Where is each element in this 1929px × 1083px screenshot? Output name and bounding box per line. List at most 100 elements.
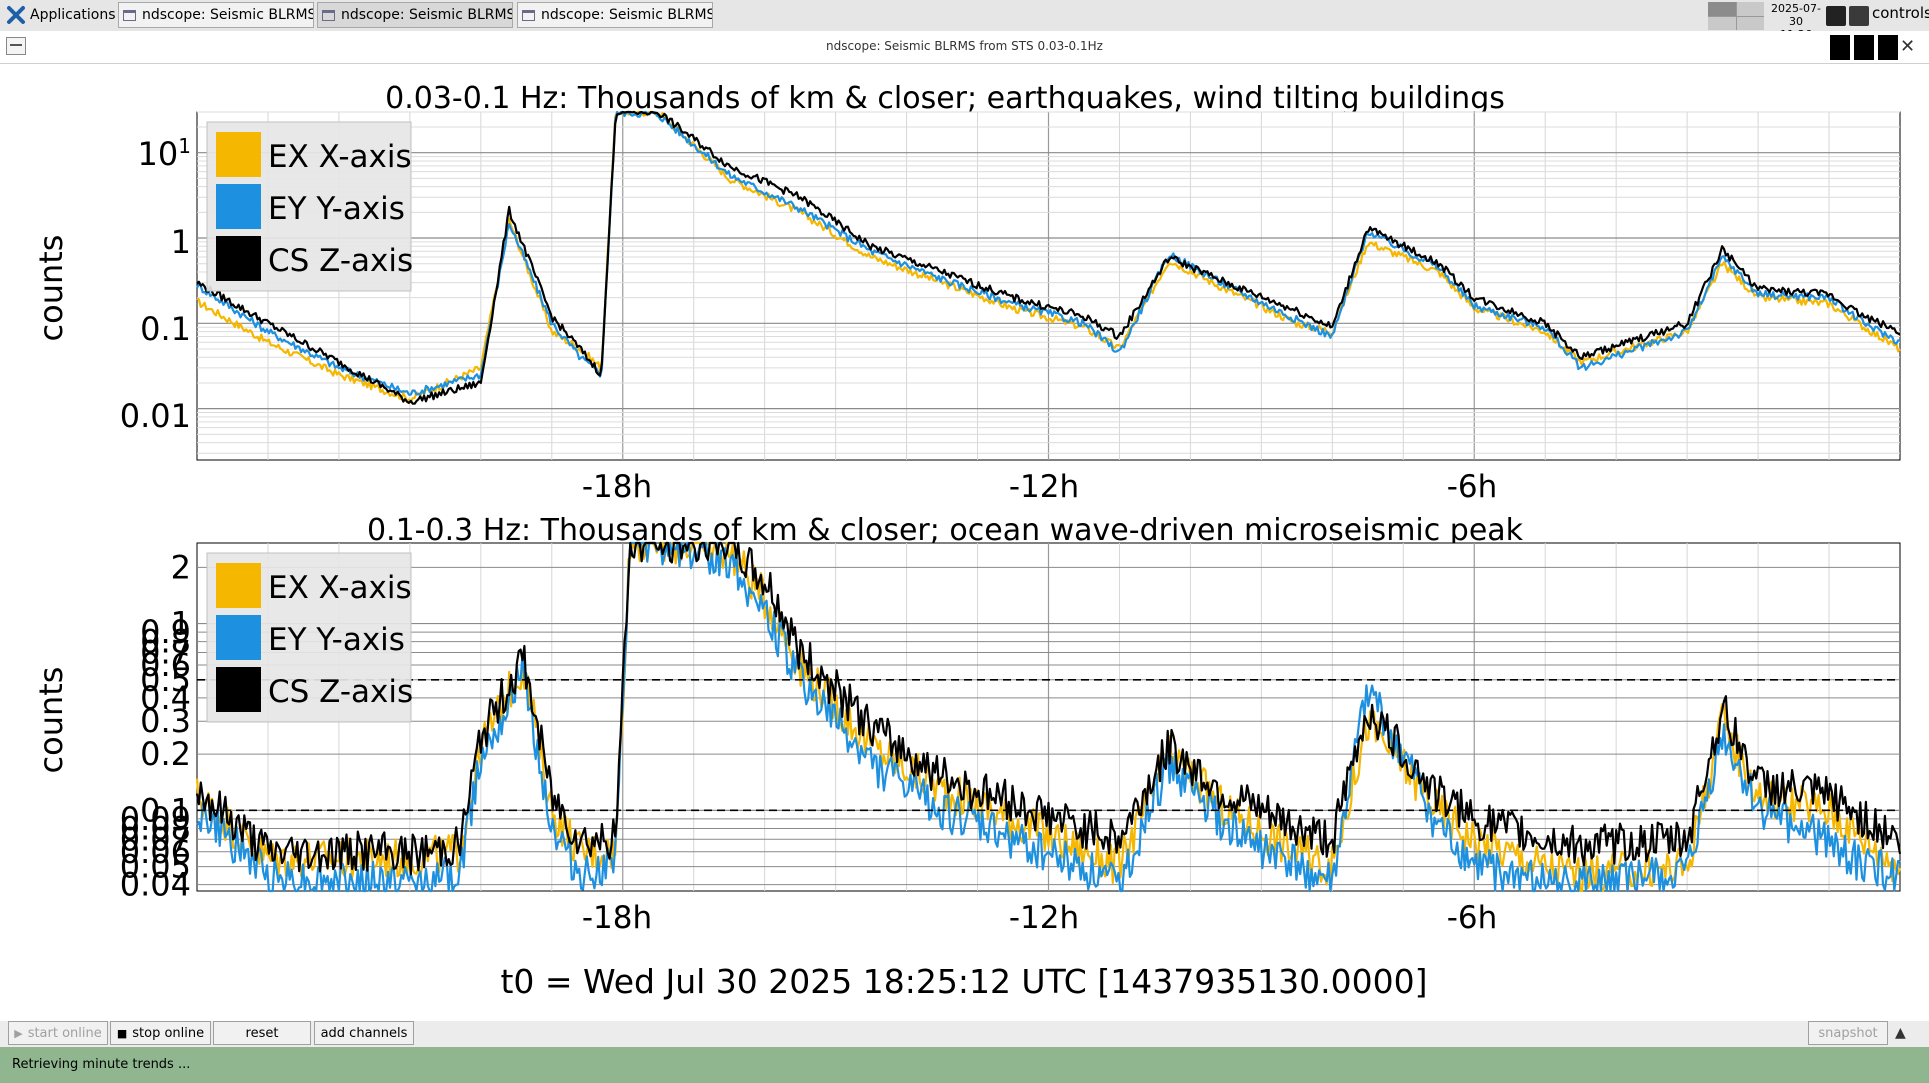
- reset-label: reset: [245, 1025, 279, 1041]
- clock-date: 2025-07-30: [1771, 2, 1821, 28]
- window-icon: [522, 9, 535, 21]
- status-text: Retrieving minute trends ...: [12, 1057, 191, 1072]
- legend-cs-label: CS Z-axis: [268, 243, 413, 279]
- ytick-label: 0.05: [120, 848, 191, 886]
- snapshot-button[interactable]: snapshot: [1808, 1021, 1888, 1045]
- taskbar-window-1[interactable]: ndscope: Seismic BLRMS f...: [118, 2, 314, 28]
- stop-online-label: stop online: [132, 1025, 205, 1041]
- plots-canvas[interactable]: 0.03-0.1 Hz: Thousands of km & closer; e…: [0, 63, 1929, 1021]
- user-avatar-icon[interactable]: [1849, 6, 1869, 26]
- plot-1-yticks: 101 1 0.1 0.01: [120, 134, 191, 435]
- ytick-label: 0.08: [120, 809, 191, 847]
- network-icon[interactable]: [1826, 6, 1846, 26]
- ytick-label: 1: [171, 605, 191, 643]
- ytick-exponent: 1: [178, 134, 191, 158]
- snapshot-label: snapshot: [1818, 1025, 1878, 1041]
- xtick-label: -18h: [582, 469, 652, 505]
- applications-menu[interactable]: Applications ⋮: [2, 2, 137, 28]
- ytick-label: 0.2: [140, 735, 191, 773]
- stop-icon: ■: [116, 1026, 128, 1040]
- series-line-ey-y-axis: [195, 110, 1901, 396]
- t0-label: t0 = Wed Jul 30 2025 18:25:12 UTC [14379…: [500, 962, 1427, 1001]
- window-titlebar: ndscope: Seismic BLRMS from STS 0.03-0.1…: [0, 31, 1929, 64]
- plot-2-legend[interactable]: EX X-axis EY Y-axis CS Z-axis: [206, 552, 413, 723]
- window-icon: [123, 9, 136, 21]
- legend-ey-swatch: [216, 615, 261, 660]
- xtick-label: -6h: [1447, 900, 1498, 936]
- ytick-label: 101: [138, 134, 191, 173]
- window-title: ndscope: Seismic BLRMS from STS 0.03-0.1…: [826, 39, 1103, 53]
- plot-1-legend[interactable]: EX X-axis EY Y-axis CS Z-axis: [206, 121, 413, 292]
- plot-2-xticks: -18h -12h -6h: [582, 900, 1497, 936]
- ytick-label: 0.1: [140, 791, 191, 829]
- series-line-ey-y-axis: [196, 541, 1901, 893]
- plot-1-xticks: -18h -12h -6h: [582, 469, 1497, 505]
- plot-1-series: [195, 110, 1901, 405]
- close-icon[interactable]: ✕: [1900, 36, 1916, 57]
- ytick-label: 0.09: [120, 800, 191, 838]
- ytick-label: 0.5: [140, 661, 191, 699]
- user-name[interactable]: controls: [1872, 4, 1929, 22]
- ytick-label: 0.6: [140, 646, 191, 684]
- window-icon: [322, 9, 335, 21]
- workspace-pager[interactable]: [1708, 2, 1764, 30]
- minimize-button[interactable]: [1830, 35, 1850, 60]
- plot-2-title: 0.1-0.3 Hz: Thousands of km & closer; oc…: [367, 513, 1524, 548]
- legend-ey-swatch: [216, 184, 261, 229]
- shade-button[interactable]: [1878, 35, 1898, 60]
- plot-area: 0.03-0.1 Hz: Thousands of km & closer; e…: [0, 63, 1929, 1021]
- plot-1-grid: [197, 111, 1900, 460]
- xtick-label: -6h: [1447, 469, 1498, 505]
- legend-ex-label: EX X-axis: [268, 570, 412, 606]
- status-bar: Retrieving minute trends ...: [0, 1047, 1929, 1083]
- control-bar: ▶ start online ■ stop online reset add cha…: [0, 1021, 1929, 1047]
- xtick-label: -12h: [1009, 900, 1079, 936]
- plot-2[interactable]: 0.1-0.3 Hz: Thousands of km & closer; oc…: [32, 513, 1902, 936]
- ytick-label: 0.4: [140, 679, 191, 717]
- legend-ex-swatch: [216, 563, 261, 608]
- start-online-label: start online: [27, 1025, 102, 1041]
- series-line-cs-z-axis: [196, 110, 1901, 405]
- maximize-button[interactable]: [1854, 35, 1874, 60]
- stop-online-button[interactable]: ■ stop online: [110, 1021, 211, 1045]
- taskbar-window-label: ndscope: Seismic BLRMS f...: [142, 7, 314, 23]
- plot-2-ylabel: counts: [32, 667, 70, 774]
- start-online-button[interactable]: ▶ start online: [8, 1021, 108, 1045]
- clock[interactable]: 2025-07-3011:26: [1767, 2, 1825, 41]
- ytick-label: 0.8: [140, 623, 191, 661]
- plot-2-series: [195, 541, 1902, 893]
- xtick-label: -12h: [1009, 469, 1079, 505]
- reset-button[interactable]: reset: [213, 1021, 311, 1045]
- legend-cs-swatch: [216, 667, 261, 712]
- legend-cs-swatch: [216, 236, 261, 281]
- ytick-label: 0.7: [140, 634, 191, 672]
- taskbar-window-3[interactable]: ndscope: Seismic BLRMS f...: [517, 2, 713, 28]
- xtick-label: -18h: [582, 900, 652, 936]
- ytick-label: 0.9: [140, 613, 191, 651]
- play-icon: ▶: [14, 1026, 23, 1040]
- plot-2-yticks: 210.90.80.70.60.50.40.30.20.10.090.080.0…: [120, 548, 191, 903]
- ytick-label: 0.3: [140, 702, 191, 740]
- legend-ey-label: EY Y-axis: [268, 622, 405, 658]
- series-line-cs-z-axis: [195, 541, 1902, 876]
- ytick-label: 0.06: [120, 833, 191, 871]
- window-controls: [1830, 35, 1898, 60]
- add-channels-button[interactable]: add channels: [314, 1021, 414, 1045]
- taskbar-window-2[interactable]: ndscope: Seismic BLRMS f...: [317, 2, 513, 28]
- window-menu-button[interactable]: [6, 37, 26, 55]
- ytick-label: 0.01: [120, 397, 191, 435]
- legend-ex-label: EX X-axis: [268, 139, 412, 175]
- ytick-label: 2: [171, 548, 191, 586]
- series-line-ex-x-axis: [196, 110, 1901, 403]
- legend-ex-swatch: [216, 132, 261, 177]
- taskbar: Applications ⋮ ndscope: Seismic BLRMS f.…: [0, 0, 1929, 41]
- add-channels-label: add channels: [320, 1025, 408, 1041]
- xfce-logo-icon: [7, 6, 25, 24]
- legend-ey-label: EY Y-axis: [268, 191, 405, 227]
- ytick-label: 0.04: [120, 866, 191, 904]
- applications-label: Applications: [30, 7, 116, 23]
- taskbar-window-label: ndscope: Seismic BLRMS f...: [341, 7, 513, 23]
- expand-up-icon[interactable]: ▲: [1895, 1025, 1906, 1041]
- plot-1[interactable]: 0.03-0.1 Hz: Thousands of km & closer; e…: [32, 81, 1901, 505]
- plot-1-title: 0.03-0.1 Hz: Thousands of km & closer; e…: [385, 81, 1505, 116]
